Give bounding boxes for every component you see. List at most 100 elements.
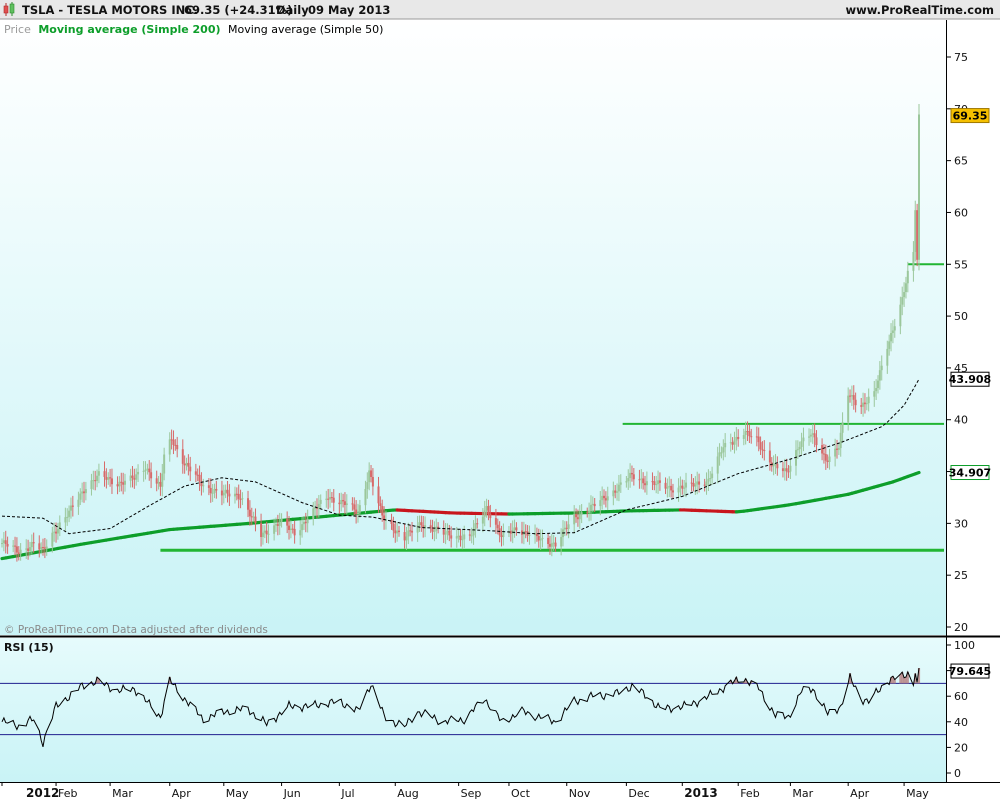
x-tick-label: Aug xyxy=(397,787,418,800)
price-panel[interactable] xyxy=(0,20,946,635)
price-candle xyxy=(616,483,619,501)
price-candle xyxy=(383,506,386,530)
price-candle xyxy=(202,478,205,493)
price-candle xyxy=(338,493,341,514)
price-candle xyxy=(77,491,80,515)
price-candle xyxy=(776,456,779,476)
price-candle xyxy=(617,474,620,502)
ma200-value-tag: 34.907 xyxy=(949,465,991,481)
price-candle xyxy=(392,516,395,538)
price-candle xyxy=(632,467,635,486)
price-candle xyxy=(535,527,538,542)
price-candle xyxy=(716,446,719,484)
price-candle xyxy=(455,526,458,548)
price-candle xyxy=(17,546,20,561)
price-candle xyxy=(619,474,622,493)
price-candle xyxy=(118,476,121,492)
price-candle xyxy=(705,472,708,495)
x-tick-label: Nov xyxy=(569,787,591,800)
price-candle xyxy=(355,500,358,524)
price-candle xyxy=(746,421,749,441)
price-candle xyxy=(150,462,153,489)
price-candle xyxy=(899,296,902,335)
price-candle xyxy=(474,515,477,538)
price-candle xyxy=(407,522,410,545)
price-candle xyxy=(84,481,87,501)
price-candle xyxy=(483,500,486,527)
price-candle xyxy=(288,516,291,540)
price-candle xyxy=(260,513,263,547)
price-candle xyxy=(903,282,906,307)
rsi-value-tag: 79.645 xyxy=(949,663,991,679)
price-candle xyxy=(875,379,878,400)
ma50-line xyxy=(1,378,920,535)
price-candle xyxy=(228,484,231,507)
price-candle xyxy=(783,458,786,481)
price-candle xyxy=(912,241,915,282)
x-tick-label: May xyxy=(226,787,249,800)
x-tick-label: Jun xyxy=(283,787,301,800)
price-candle xyxy=(612,481,615,506)
price-candle xyxy=(476,518,479,529)
price-candle xyxy=(14,536,17,556)
header-website[interactable]: www.ProRealTime.com xyxy=(845,3,994,17)
price-candle xyxy=(850,385,853,407)
price-candle xyxy=(653,476,656,491)
price-candle xyxy=(524,524,527,539)
price-candle xyxy=(839,424,842,457)
price-candle xyxy=(135,468,138,486)
price-candle xyxy=(757,427,760,452)
price-tick-label: 65 xyxy=(954,155,968,168)
price-candle xyxy=(131,466,134,488)
price-candle xyxy=(809,428,812,443)
price-candle xyxy=(808,428,811,446)
legend-ma200: Moving average (Simple 200) xyxy=(38,23,220,36)
price-candle xyxy=(437,522,440,534)
price-candle xyxy=(64,507,67,532)
price-candle xyxy=(888,334,891,356)
price-candle xyxy=(876,375,879,394)
x-tick-label: Mar xyxy=(792,787,813,800)
price-candle xyxy=(265,521,268,543)
price-candle xyxy=(12,540,15,553)
price-candle xyxy=(299,520,302,545)
price-candle xyxy=(325,490,328,508)
price-candle xyxy=(604,491,607,508)
price-candle xyxy=(356,503,359,523)
price-candle xyxy=(280,513,283,528)
price-candle xyxy=(638,469,641,489)
price-candle xyxy=(247,490,250,518)
price-candle xyxy=(599,491,602,516)
price-candle xyxy=(444,523,447,545)
price-candle xyxy=(873,380,876,407)
price-candle xyxy=(802,427,805,452)
price-candle xyxy=(53,522,56,542)
price-candle xyxy=(852,385,855,410)
price-candle xyxy=(772,455,775,476)
header-quote: 69.35 (+24.31%) xyxy=(184,3,292,17)
ma50-value-tag: 43.908 xyxy=(949,371,991,387)
rsi-tick-label: 0 xyxy=(954,767,961,780)
price-candle xyxy=(718,443,721,466)
price-candle xyxy=(306,509,309,533)
price-candle xyxy=(640,469,643,489)
rsi-panel[interactable] xyxy=(0,638,946,782)
price-candle xyxy=(862,392,865,417)
price-candle xyxy=(494,508,497,534)
price-candle xyxy=(630,465,633,482)
x-tick-label: May xyxy=(906,787,929,800)
svg-text:79.645: 79.645 xyxy=(949,665,991,678)
x-tick-label: Dec xyxy=(628,787,649,800)
price-candle xyxy=(878,361,881,390)
price-candle xyxy=(826,454,829,469)
price-candle xyxy=(278,512,281,535)
price-candle xyxy=(573,505,576,534)
price-candle xyxy=(707,469,710,492)
price-candle xyxy=(916,203,919,267)
price-candle xyxy=(722,439,725,461)
price-candle xyxy=(327,488,330,510)
price-candle xyxy=(528,525,531,545)
price-candle xyxy=(209,478,212,503)
price-candle xyxy=(409,524,412,537)
